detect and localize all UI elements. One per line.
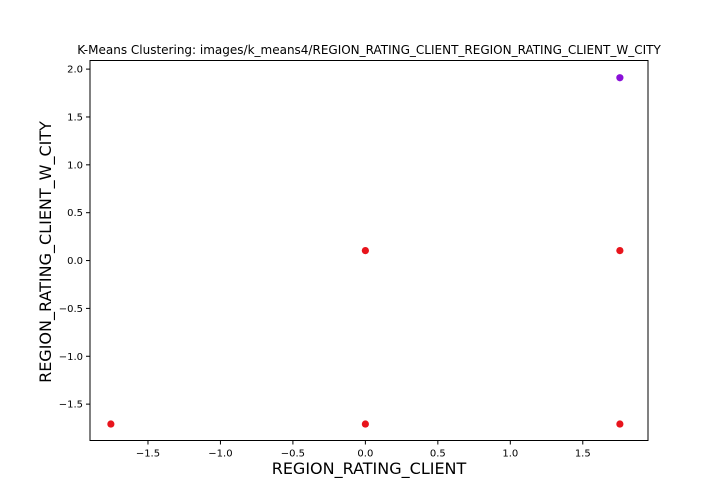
y-tick-label: 1.0 (67, 160, 83, 171)
x-tick-label: −1.5 (136, 449, 160, 460)
y-tick-label: 1.5 (67, 112, 83, 123)
x-tick-label: 1.5 (575, 449, 591, 460)
x-axis-label: REGION_RATING_CLIENT (272, 459, 467, 479)
x-axis: −1.5 −1.0 −0.5 0.0 0.5 1.0 1.5 (136, 440, 591, 460)
data-points (107, 74, 624, 428)
y-tick-label: −1.0 (59, 352, 83, 363)
y-tick-label: 0.5 (67, 208, 83, 219)
y-tick-label: 2.0 (67, 65, 83, 76)
x-tick-label: 0.5 (430, 449, 446, 460)
y-tick-label: 0.0 (67, 256, 83, 267)
y-axis: −1.5 −1.0 −0.5 0.0 0.5 1.0 1.5 2.0 (59, 65, 90, 411)
x-tick-label: −1.0 (208, 449, 232, 460)
data-point (616, 246, 624, 255)
plot-area (89, 60, 649, 441)
data-point (361, 420, 369, 428)
data-point (616, 420, 624, 428)
y-tick-label: −0.5 (59, 304, 83, 315)
y-axis-label: REGION_RATING_CLIENT_W_CITY (36, 121, 56, 383)
data-point (616, 74, 624, 82)
data-point (107, 420, 115, 428)
chart-title: K-Means Clustering: images/k_means4/REGI… (77, 43, 661, 57)
x-tick-label: −0.5 (281, 449, 305, 460)
x-tick-label: 0.0 (357, 449, 373, 460)
x-tick-label: 1.0 (502, 449, 518, 460)
data-point (361, 246, 369, 255)
y-tick-label: −1.5 (59, 400, 83, 411)
